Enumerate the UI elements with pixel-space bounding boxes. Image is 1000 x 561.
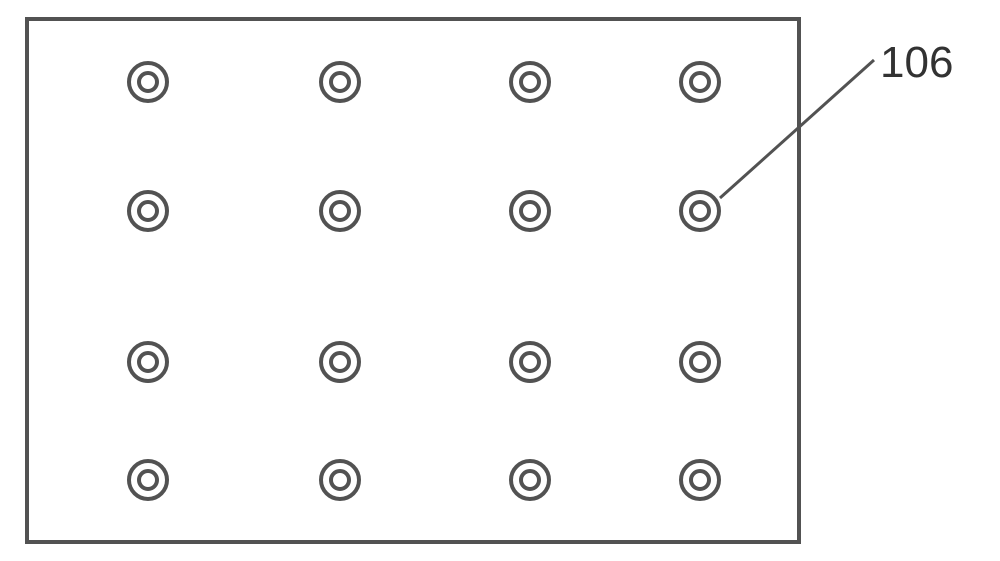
outer-circle bbox=[509, 190, 551, 232]
inner-circle bbox=[689, 351, 711, 373]
inner-circle bbox=[689, 469, 711, 491]
inner-circle bbox=[137, 351, 159, 373]
outer-circle bbox=[319, 341, 361, 383]
double-circle bbox=[127, 190, 169, 232]
outer-circle bbox=[679, 459, 721, 501]
inner-circle bbox=[519, 200, 541, 222]
outer-circle bbox=[127, 341, 169, 383]
inner-circle bbox=[519, 71, 541, 93]
double-circle bbox=[679, 61, 721, 103]
outer-circle bbox=[509, 341, 551, 383]
outer-circle bbox=[319, 459, 361, 501]
outer-circle bbox=[127, 61, 169, 103]
outer-circle bbox=[319, 61, 361, 103]
outer-circle bbox=[679, 190, 721, 232]
double-circle bbox=[679, 459, 721, 501]
outer-circle bbox=[127, 190, 169, 232]
inner-circle bbox=[137, 71, 159, 93]
double-circle bbox=[679, 341, 721, 383]
inner-circle bbox=[329, 469, 351, 491]
circle-grid bbox=[0, 0, 1000, 561]
double-circle bbox=[319, 459, 361, 501]
inner-circle bbox=[329, 71, 351, 93]
double-circle bbox=[509, 459, 551, 501]
double-circle bbox=[679, 190, 721, 232]
outer-circle bbox=[679, 341, 721, 383]
double-circle bbox=[509, 341, 551, 383]
inner-circle bbox=[519, 351, 541, 373]
double-circle bbox=[127, 459, 169, 501]
outer-circle bbox=[319, 190, 361, 232]
double-circle bbox=[509, 61, 551, 103]
outer-circle bbox=[509, 459, 551, 501]
annotation-label: 106 bbox=[880, 38, 953, 88]
double-circle bbox=[319, 341, 361, 383]
inner-circle bbox=[137, 469, 159, 491]
inner-circle bbox=[689, 71, 711, 93]
inner-circle bbox=[329, 200, 351, 222]
inner-circle bbox=[689, 200, 711, 222]
outer-circle bbox=[127, 459, 169, 501]
double-circle bbox=[509, 190, 551, 232]
outer-circle bbox=[679, 61, 721, 103]
inner-circle bbox=[519, 469, 541, 491]
outer-circle bbox=[509, 61, 551, 103]
double-circle bbox=[319, 190, 361, 232]
inner-circle bbox=[329, 351, 351, 373]
double-circle bbox=[319, 61, 361, 103]
inner-circle bbox=[137, 200, 159, 222]
double-circle bbox=[127, 341, 169, 383]
double-circle bbox=[127, 61, 169, 103]
